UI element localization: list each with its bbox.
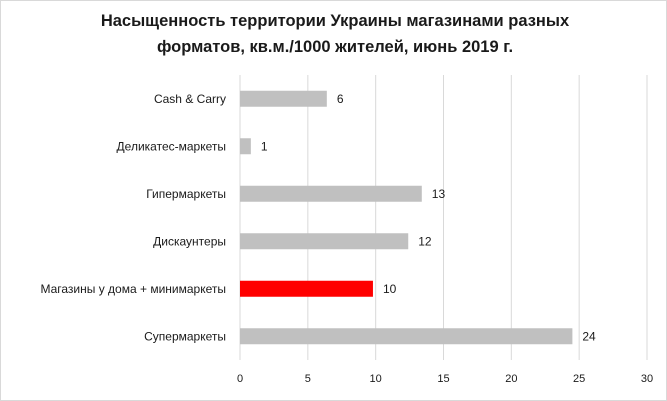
x-tick-label-6: 30 [641, 373, 653, 385]
category-label-4: Магазины у дома + минимаркеты [40, 282, 226, 296]
value-label-2: 13 [432, 187, 446, 201]
bar-0 [240, 90, 327, 107]
x-tick-label-3: 15 [437, 373, 449, 385]
bar-1 [240, 138, 251, 155]
x-tick-label-5: 25 [573, 373, 585, 385]
category-label-3: Дискаунтеры [153, 234, 226, 248]
category-label-5: Супермаркеты [144, 329, 226, 343]
bar-2 [240, 185, 422, 202]
x-tick-label-2: 10 [370, 373, 382, 385]
category-label-1: Деликатес-маркеты [117, 139, 226, 153]
category-labels: Cash & Carry Деликатес-маркеты Гипермаркет… [40, 92, 226, 344]
bars [240, 90, 573, 345]
bar-3 [240, 233, 409, 250]
x-tick-label-4: 20 [505, 373, 517, 385]
gridlines [239, 75, 648, 360]
x-tick-labels: 0 5 10 15 20 25 30 [237, 373, 653, 385]
value-label-1: 1 [261, 139, 268, 153]
value-label-0: 6 [337, 92, 344, 106]
x-tick-label-0: 0 [237, 373, 243, 385]
bar-4 [240, 280, 373, 297]
value-labels: 6 1 13 12 10 24 [261, 92, 596, 344]
category-label-2: Гипермаркеты [146, 187, 226, 201]
value-label-3: 12 [418, 234, 432, 248]
value-label-4: 10 [383, 282, 397, 296]
category-label-0: Cash & Carry [154, 92, 226, 106]
x-tick-label-1: 5 [305, 373, 311, 385]
value-label-5: 24 [582, 329, 596, 343]
bar-5 [240, 328, 573, 345]
chart-title: Насыщенность территории Украины магазина… [100, 12, 570, 56]
